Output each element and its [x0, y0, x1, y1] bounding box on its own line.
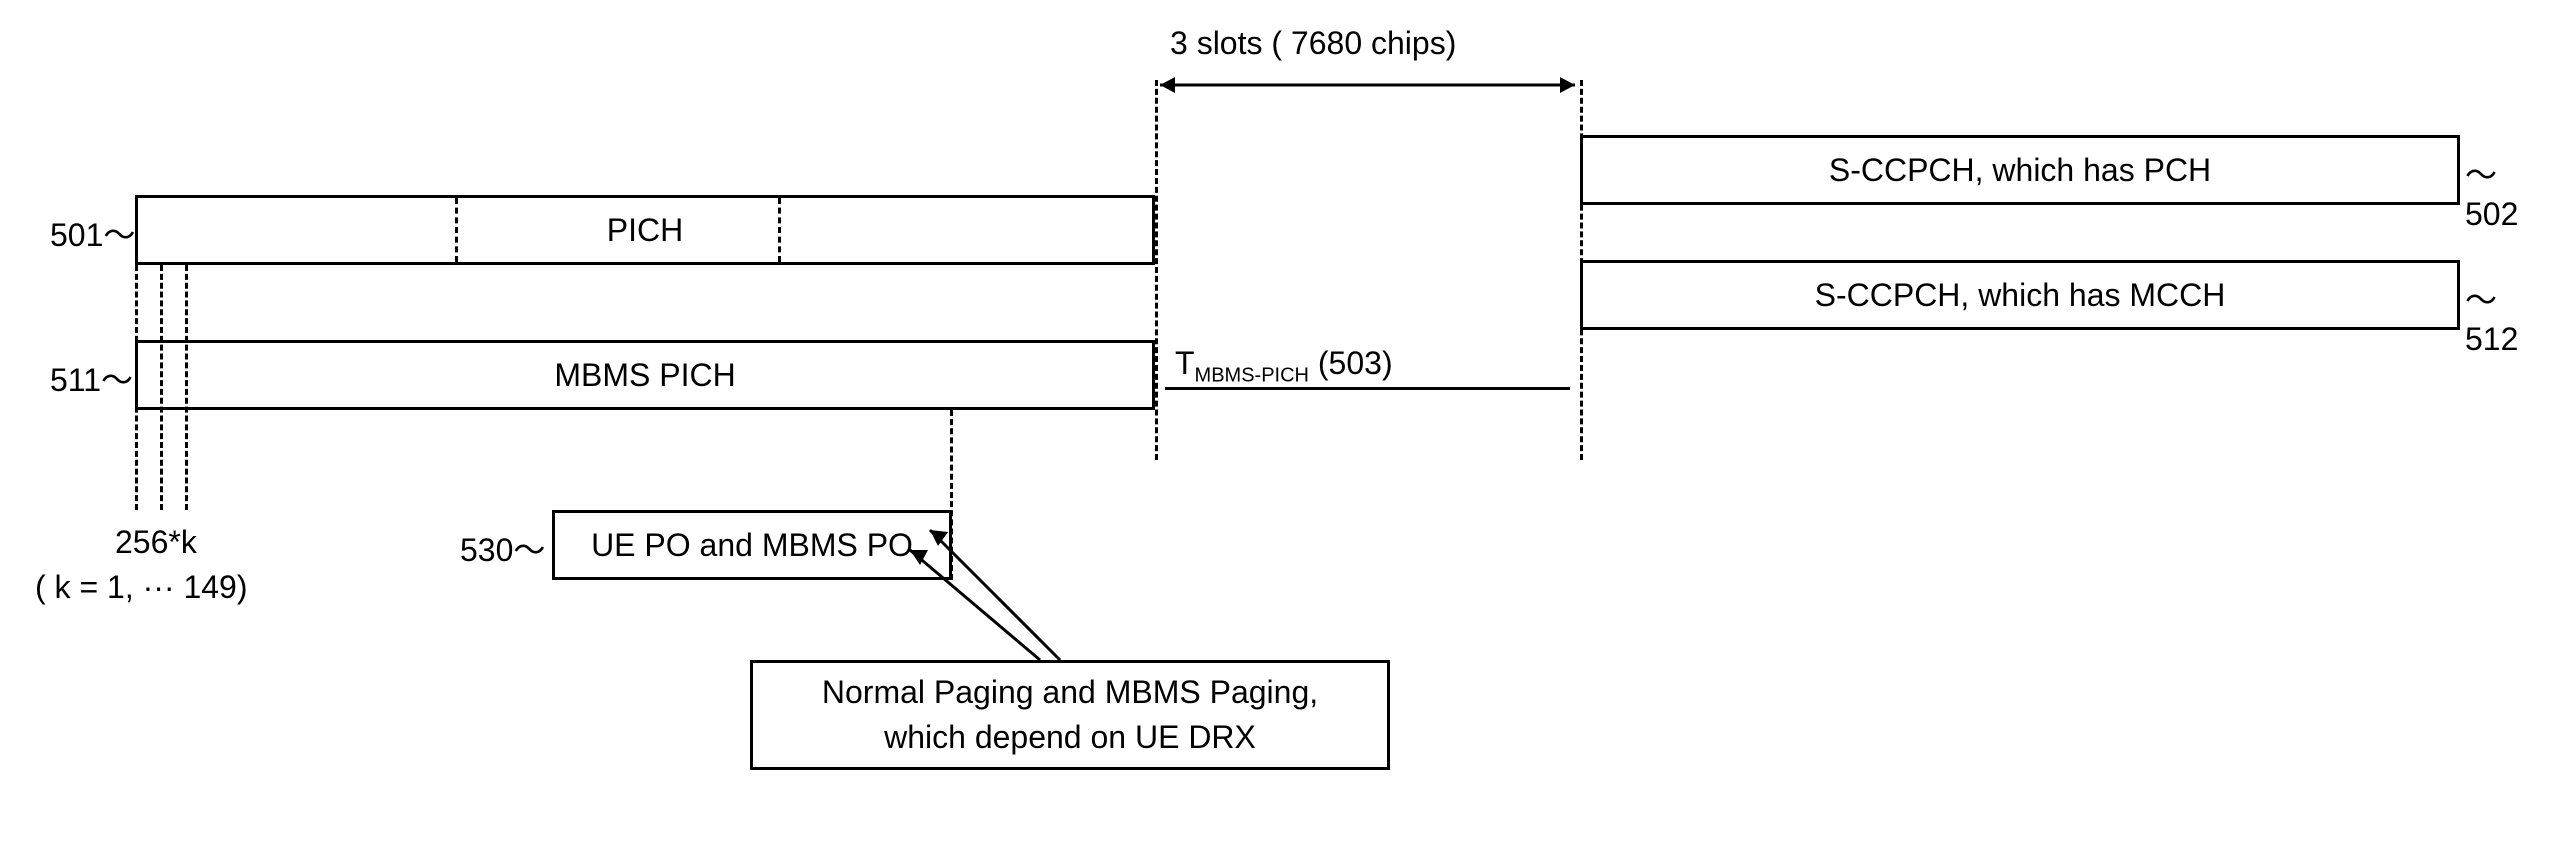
- paging-arrows: [880, 500, 1080, 665]
- mbms-pich-box: MBMS PICH: [135, 340, 1155, 410]
- ue-po-label: UE PO and MBMS PO: [591, 527, 913, 564]
- dash-2: [160, 265, 163, 510]
- ref-501: 501～: [50, 210, 133, 256]
- sccpch-mcch-label: S-CCPCH, which has MCCH: [1815, 277, 2226, 314]
- ref-530: 530～: [460, 525, 543, 571]
- slots-arrow: [1155, 70, 1580, 100]
- mbms-pich-label: MBMS PICH: [554, 357, 735, 394]
- dash-1: [135, 265, 138, 510]
- paging-line1: Normal Paging and MBMS Paging,: [822, 670, 1318, 715]
- sccpch-pch-label: S-CCPCH, which has PCH: [1829, 152, 2211, 189]
- ref-511: 511～: [50, 355, 131, 401]
- dash-pich-2: [778, 198, 781, 262]
- pich-label: PICH: [607, 212, 683, 249]
- ref-502: ～502: [2465, 150, 2545, 233]
- timing-diagram: 3 slots ( 7680 chips) 501～ PICH S-CCPCH,…: [20, 20, 2545, 832]
- slots-annotation: 3 slots ( 7680 chips): [1170, 25, 1456, 62]
- pich-box: PICH: [135, 195, 1155, 265]
- dash-3: [185, 265, 188, 510]
- tmbms-label: TMBMS-PICH (503): [1165, 345, 1570, 390]
- paging-box: Normal Paging and MBMS Paging, which dep…: [750, 660, 1390, 770]
- dash-pich-1: [455, 198, 458, 262]
- dash-end-pich: [1155, 80, 1158, 460]
- sccpch-pch-box: S-CCPCH, which has PCH: [1580, 135, 2460, 205]
- k-label: 256*k ( k = 1, ··· 149): [35, 520, 248, 610]
- dash-start-sccpch: [1580, 80, 1583, 460]
- sccpch-mcch-box: S-CCPCH, which has MCCH: [1580, 260, 2460, 330]
- paging-line2: which depend on UE DRX: [884, 715, 1256, 760]
- ref-512: ～512: [2465, 275, 2545, 358]
